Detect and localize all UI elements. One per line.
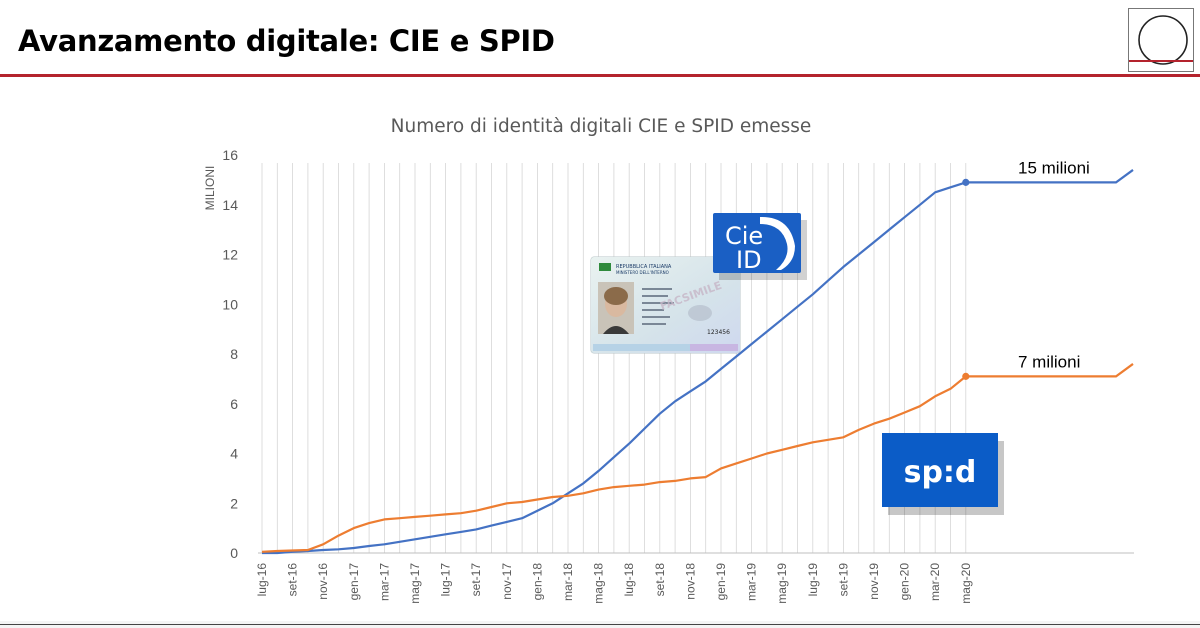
y-tick-label: 14	[222, 197, 238, 213]
x-tick-label: set-18	[653, 563, 667, 597]
vertical-grid	[261, 163, 967, 553]
x-tick-label: nov-19	[867, 563, 881, 600]
y-tick-label: 10	[222, 296, 238, 312]
slide-title: Avanzamento digitale: CIE e SPID	[18, 24, 555, 58]
x-tick-label: mar-19	[745, 563, 759, 601]
identity-card-image: REPUBBLICA ITALIANA MINISTERO DELL'INTER…	[590, 256, 741, 354]
x-tick-label: nov-16	[316, 563, 330, 600]
x-tick-label: lug-18	[622, 563, 636, 597]
y-tick-label: 6	[230, 396, 238, 412]
y-tick-label: 4	[230, 446, 238, 462]
x-tick-label: gen-18	[530, 563, 544, 601]
title-divider	[0, 74, 1200, 77]
chart-title: Numero di identità digitali CIE e SPID e…	[391, 116, 812, 137]
x-tick-label: nov-17	[500, 563, 514, 600]
x-tick-label: gen-20	[898, 563, 912, 601]
x-tick-label: mag-19	[775, 563, 789, 604]
circle-logo-icon	[1128, 8, 1194, 72]
cie-logo-text-2: ID	[736, 246, 762, 274]
x-tick-label: mag-17	[408, 563, 422, 604]
x-tick-label: gen-17	[347, 563, 361, 601]
y-tick-label: 12	[222, 247, 238, 263]
bottom-strip	[0, 621, 1200, 628]
y-tick-label: 0	[230, 545, 238, 561]
series-line-spid	[261, 375, 967, 553]
series-line-cie	[262, 181, 967, 555]
card-header: REPUBBLICA ITALIANA	[616, 264, 672, 270]
x-tick-label: mag-18	[592, 563, 606, 604]
x-tick-label: mar-17	[377, 563, 391, 601]
cie-id-logo-icon: Cie ID	[713, 213, 807, 280]
series-end-marker-cie	[962, 178, 970, 186]
spid-logo-icon: sp:d	[882, 433, 1004, 515]
end-label-spid: 7 milioni	[1018, 352, 1080, 371]
y-tick-label: 8	[230, 346, 238, 362]
x-tick-label: set-17	[469, 563, 483, 597]
cie-logo-text-1: Cie	[725, 222, 763, 250]
end-label-cie: 15 milioni	[1018, 158, 1090, 177]
series-extension-cie	[965, 169, 1134, 184]
spid-logo-text: sp:d	[904, 455, 977, 490]
card-number: 123456	[707, 329, 730, 336]
x-tick-label: lug-17	[439, 563, 453, 597]
axes: 0 2 4 6 8 10 12 14 16 lug-16 set-16 nov-16 gen-17 mar…	[222, 147, 1134, 604]
series-end-marker-spid	[962, 372, 970, 380]
x-tick-label: mar-18	[561, 563, 575, 601]
x-tick-label: gen-19	[714, 563, 728, 601]
x-tick-label: nov-18	[683, 563, 697, 600]
y-tick-label: 16	[222, 147, 238, 163]
series-extension-spid	[965, 363, 1134, 378]
x-tick-label: set-19	[836, 563, 850, 597]
card-subheader: MINISTERO DELL'INTERNO	[616, 270, 669, 275]
y-axis-title: MILIONI	[203, 166, 217, 211]
x-tick-label: mar-20	[928, 563, 942, 601]
series-layer	[261, 169, 1134, 555]
x-tick-label: lug-16	[255, 563, 269, 597]
x-tick-label: lug-19	[806, 563, 820, 597]
x-tick-label: set-16	[286, 563, 300, 597]
y-tick-label: 2	[230, 495, 238, 511]
labels-layer: 15 milioni 7 milioni	[1018, 158, 1090, 371]
x-tick-label: mag-20	[959, 563, 973, 604]
